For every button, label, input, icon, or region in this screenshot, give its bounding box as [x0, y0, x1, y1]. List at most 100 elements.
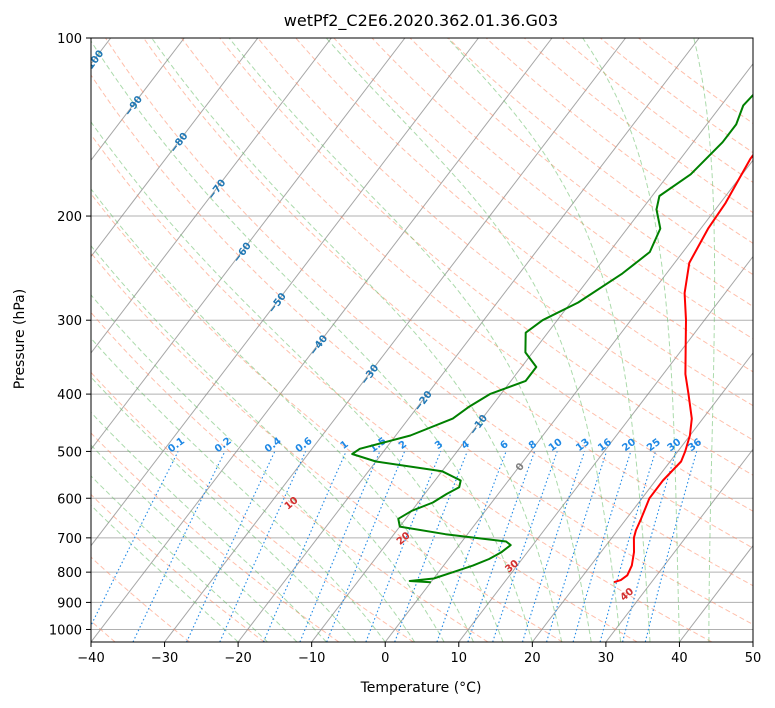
y-tick-label: 100 [57, 32, 82, 47]
dry-adiabat-line [447, 38, 753, 276]
dry-adiabat-line [91, 252, 563, 642]
dry-adiabat-label: 40 [618, 586, 636, 603]
mixing-ratio-line [572, 451, 632, 642]
isotherm-label: −60 [232, 241, 254, 265]
isotherm-labels: −100−90−80−70−60−50−40−30−20−100 [80, 48, 527, 473]
moist-adiabat-line [228, 38, 592, 642]
isotherm-line [91, 38, 185, 161]
isotherm-line [752, 641, 753, 642]
mixing-ratio-line [521, 451, 586, 642]
mixing-ratio-line [599, 451, 657, 642]
isotherm-label: −30 [359, 363, 381, 387]
x-tick-label: 30 [598, 651, 615, 666]
moist-adiabat-line [91, 244, 445, 642]
mixing-ratio-line [644, 451, 698, 642]
mixing-ratio-label: 0.4 [263, 436, 284, 455]
isotherm-label: −50 [267, 291, 289, 315]
moist-adiabat-line [91, 294, 416, 642]
moist-adiabat-line [91, 121, 504, 642]
x-axis-ticks: −40 −30 −20 −10 0 10 20 30 40 50 [77, 642, 761, 666]
isotherm-line [458, 255, 753, 642]
dry-adiabat-line [91, 556, 191, 642]
isotherm-line [91, 38, 479, 547]
y-tick-label: 200 [57, 210, 82, 225]
dry-adiabat-line [295, 38, 753, 407]
mixing-ratio-line [326, 451, 406, 642]
moist-adiabat-line [447, 38, 651, 642]
dry-adiabat-line [91, 193, 638, 642]
dry-adiabat-label: 10 [283, 495, 301, 512]
isotherm-line [164, 38, 626, 642]
dry-adiabat-line [143, 38, 753, 549]
mixing-ratio-labels: 0.1 0.2 0.4 0.6 1 1.5 2 3 4 6 8 10 13 16 20 25 30 36 [166, 436, 704, 455]
mixing-ratio-line [219, 451, 307, 642]
y-axis-label: Pressure (hPa) [12, 289, 28, 389]
x-tick-label: −20 [224, 651, 251, 666]
moist-adiabat-lines [91, 38, 716, 642]
dry-adiabat-line [181, 38, 753, 512]
isotherm-label: −10 [468, 413, 490, 437]
moist-adiabat-line [91, 40, 533, 642]
moist-adiabat-line [91, 444, 298, 642]
x-axis-label: Temperature (°C) [360, 680, 482, 696]
isotherm-line [91, 38, 259, 258]
moist-adiabat-line [91, 504, 239, 642]
x-tick-label: 10 [451, 651, 468, 666]
mixing-ratio-line [546, 451, 608, 642]
dry-adiabat-label: 30 [503, 558, 521, 575]
isotherm-line [605, 448, 753, 642]
sounding-profiles [351, 93, 753, 584]
mixing-ratio-line [622, 451, 677, 642]
chart-title: wetPf2_C2E6.2020.362.01.36.G03 [284, 11, 558, 31]
y-tick-label: 300 [57, 314, 82, 329]
isotherm-line [91, 38, 553, 642]
mixing-ratio-line [262, 451, 347, 642]
dry-adiabat-line [91, 74, 753, 625]
moist-adiabat-line [91, 475, 268, 642]
dry-adiabat-line [91, 133, 713, 642]
dry-adiabat-line [409, 38, 753, 307]
dewpoint-profile [351, 93, 753, 584]
dry-adiabat-labels: 10 20 30 40 [283, 495, 636, 604]
plot-area: −100−90−80−70−60−50−40−30−20−100 1020304… [80, 38, 753, 642]
y-tick-label: 600 [57, 492, 82, 507]
dry-adiabat-line [91, 371, 414, 642]
moist-adiabat-line [325, 38, 622, 642]
y-axis-ticks: 100 200 300 400 500 600 700 800 900 1000 [49, 32, 91, 638]
isotherm-line [237, 38, 700, 642]
isotherm-lines [91, 38, 753, 642]
dry-adiabat-line [219, 38, 753, 476]
dry-adiabat-line [523, 38, 753, 214]
y-tick-label: 900 [57, 596, 82, 611]
x-tick-label: 40 [671, 651, 688, 666]
mixing-ratio-line [436, 451, 507, 642]
mixing-ratio-line [492, 451, 558, 642]
mixing-ratio-line [132, 451, 226, 642]
moist-adiabat-line [151, 38, 563, 642]
plot-frame [90, 37, 754, 643]
dry-adiabat-line [600, 38, 753, 154]
isotherm-line [679, 544, 753, 642]
moist-adiabat-line [91, 376, 357, 642]
x-tick-label: 50 [745, 651, 762, 666]
mixing-ratio-label: 6 [498, 439, 510, 452]
moist-adiabat-line [582, 38, 680, 642]
dry-adiabat-line [638, 38, 753, 125]
mixing-ratio-lines [91, 451, 698, 642]
dry-adiabat-line [257, 38, 753, 441]
isotherm-label: −40 [308, 333, 330, 357]
isotherm-label: −80 [168, 131, 190, 155]
x-tick-label: 20 [524, 651, 541, 666]
isotherm-line [531, 352, 753, 642]
isotherm-label: −100 [80, 48, 106, 78]
mixing-ratio-line [299, 451, 381, 642]
mixing-ratio-label: 8 [527, 439, 539, 452]
mixing-ratio-label: 2 [397, 439, 409, 452]
temperature-profile [613, 153, 753, 584]
dry-adiabat-line [371, 38, 753, 340]
dry-adiabat-line [105, 38, 753, 587]
isotherm-line [311, 62, 753, 642]
mixing-ratio-line [394, 451, 468, 642]
x-tick-label: 0 [381, 651, 389, 666]
y-tick-label: 700 [57, 532, 82, 547]
